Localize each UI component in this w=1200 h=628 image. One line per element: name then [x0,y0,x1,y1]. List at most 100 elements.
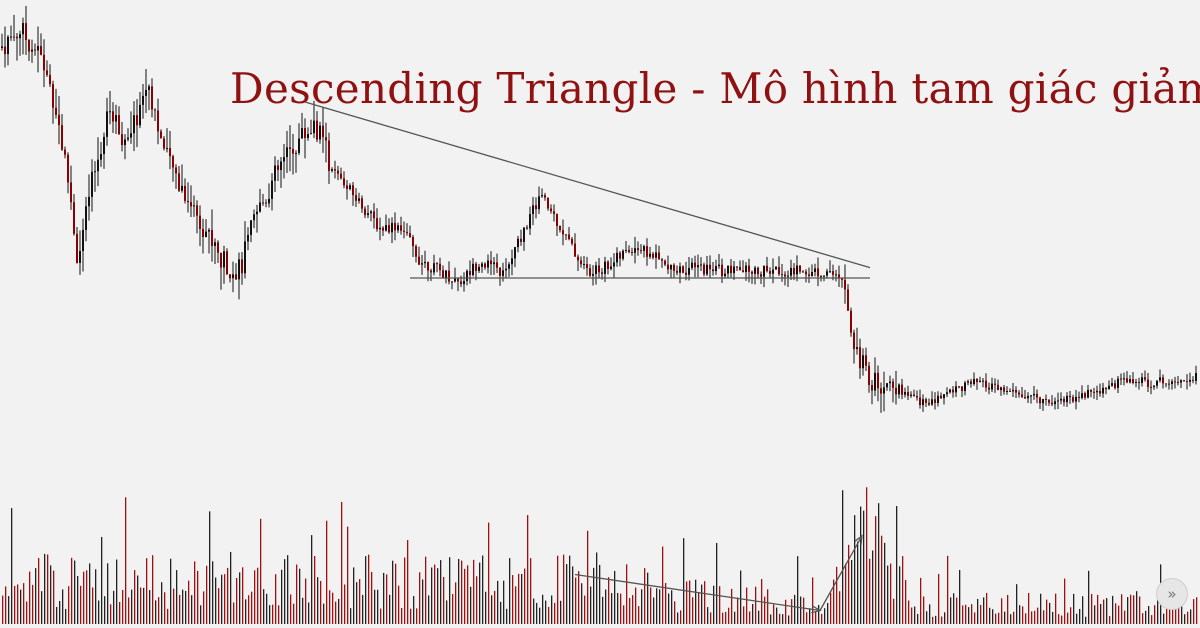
volume-bar [20,589,22,624]
volume-bar [290,594,292,624]
volume-bar [647,572,649,624]
candle-body [208,229,210,232]
volume-bar [377,589,379,624]
candle-body [19,34,21,39]
volume-bar [890,563,892,624]
candle-body [919,397,921,406]
volume-bar [944,612,946,624]
volume-bar [596,552,598,624]
volume-bar [131,589,133,624]
candle-body [817,268,819,277]
volume-bar [995,613,997,624]
volume-bar [494,590,496,624]
volume-bar [59,600,61,624]
volume-bar [545,600,547,624]
volume-bar [554,602,556,624]
volume-bar [698,592,700,624]
candle-body [1135,381,1137,384]
candle-body [490,260,492,265]
volume-bar [461,560,463,624]
candle-body [274,165,276,181]
candle-body [961,386,963,392]
candle-body [295,152,297,154]
candle-body [58,114,60,126]
volume-bar [521,573,523,624]
candle-body [331,169,333,171]
volume-bar [725,611,727,624]
candle-body [37,45,39,51]
candle-body [133,115,135,134]
candle-body [1156,380,1158,386]
candle-body [388,225,390,233]
candle-body [142,95,144,105]
candle-body [1066,395,1068,403]
candle-body [226,251,228,275]
candle-body [292,148,294,154]
volume-bar [119,602,121,624]
volume-bar [536,602,538,624]
candle-body [907,392,909,396]
volume-bar [41,591,43,624]
volume-bar [134,570,136,624]
candle-body [532,205,534,215]
volume-bar [263,589,265,624]
candle-body [1018,392,1020,395]
candle-body [229,274,231,279]
candle-body [244,241,246,274]
volume-bar [1070,607,1072,624]
volume-bar [191,595,193,624]
volume-bar [161,582,163,624]
volume-bar [917,613,919,624]
volume-bar [797,556,799,624]
volume-bar [1007,594,1009,624]
volume-bar [773,604,775,624]
volume-bar [254,570,256,624]
volume-bar [1193,599,1195,624]
candle-body [97,159,99,172]
candle-body [721,264,723,277]
volume-bar [908,600,910,624]
volume-bar [104,596,106,624]
volume-bar [791,599,793,624]
volume-bar [110,604,112,624]
candle-body [169,147,171,157]
volume-bar [896,506,898,624]
candle-body [868,365,870,385]
candle-body [277,165,279,171]
candle-body [1054,401,1056,405]
candle-body [796,265,798,275]
double-chevron-right-icon[interactable]: » [1156,578,1188,610]
candle-body [877,372,879,389]
candle-body [925,399,927,403]
candle-body [598,265,600,273]
candle-body [376,218,378,230]
volume-bar [1100,603,1102,624]
candle-body [799,265,801,272]
volume-bar [305,578,307,624]
candle-body [79,250,81,263]
volume-bar [800,596,802,624]
volume-bar [482,555,484,624]
volume-bar [443,576,445,624]
candle-body [457,278,459,282]
volume-bar [710,612,712,624]
candle-body [586,264,588,269]
candle-body [802,271,804,273]
volume-bar [266,593,268,624]
volume-bar [986,592,988,624]
volume-bar [674,601,676,624]
volume-bar [122,590,124,624]
volume-bar [1118,605,1120,624]
candle-body [1051,402,1053,405]
candle-body [658,252,660,260]
candle-body [469,270,471,276]
volume-bar [1064,578,1066,624]
candle-body [193,205,195,207]
candle-body [484,263,486,268]
candle-body [553,211,555,215]
candle-body [178,173,180,191]
candle-body [538,196,540,210]
candle-body [352,185,354,196]
volume-bar [644,568,646,624]
candle-body [949,389,951,393]
